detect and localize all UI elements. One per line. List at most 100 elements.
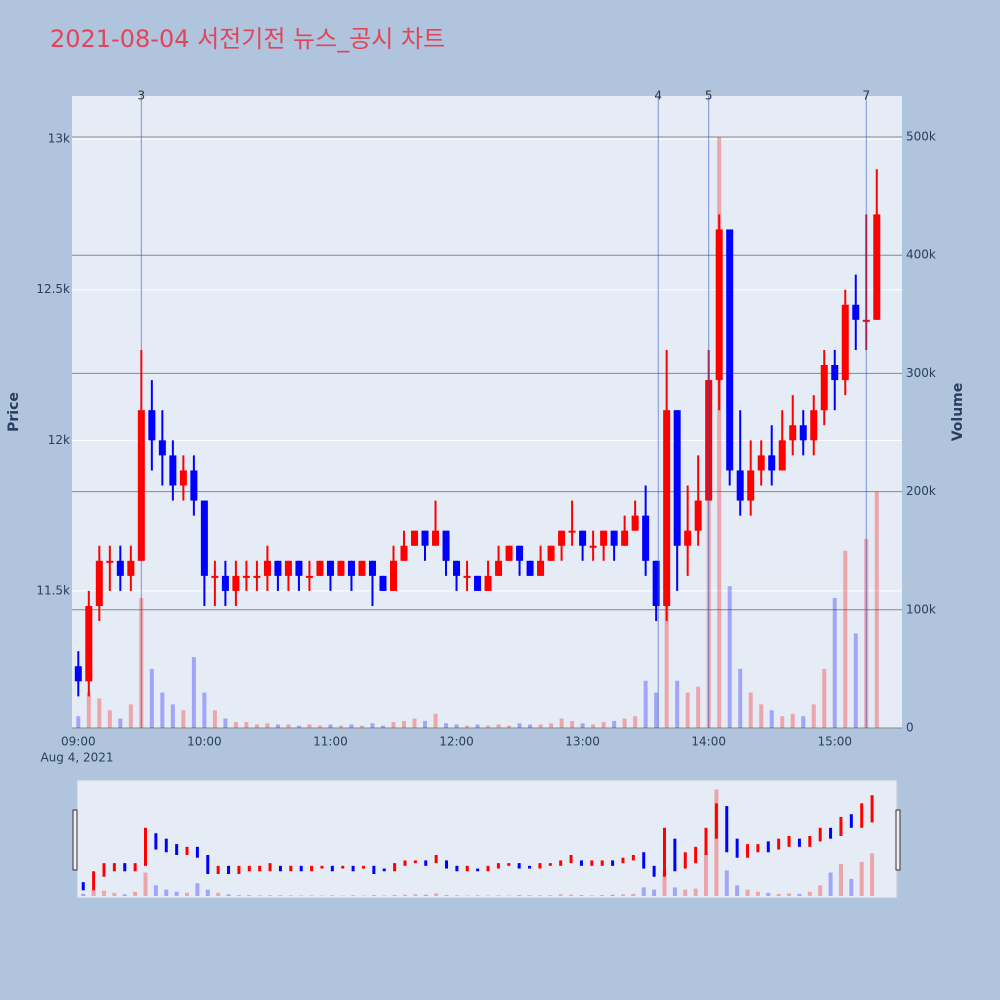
slider-volume-bar	[787, 893, 792, 896]
candle-body	[568, 530, 576, 533]
candle-body	[158, 440, 166, 456]
candle-body	[589, 545, 597, 548]
slider-handle[interactable]	[895, 809, 901, 871]
volume-bar	[423, 720, 428, 728]
candle-body	[263, 560, 271, 576]
volume-bar	[181, 710, 186, 728]
slider-volume-bar	[818, 885, 823, 896]
y-tick-label: 12.5k	[36, 282, 70, 296]
y2-axis-title: Volume	[950, 383, 966, 442]
candle-body	[537, 560, 545, 576]
slider-handle[interactable]	[72, 809, 78, 871]
volume-bar	[86, 692, 91, 728]
slider-volume-bar	[434, 893, 439, 896]
volume-bar	[811, 704, 816, 728]
candle-body	[95, 560, 103, 606]
volume-bar	[559, 718, 564, 728]
slider-volume-bar	[704, 853, 709, 896]
slider-volume-bar	[475, 895, 480, 896]
slider-volume-bar	[776, 893, 781, 896]
candle-body	[411, 530, 419, 546]
candle-body	[579, 530, 587, 546]
news-label: 3	[138, 89, 146, 103]
candle-body	[505, 545, 513, 561]
slider-volume-bar	[807, 891, 812, 896]
volume-bar	[486, 725, 491, 728]
candle-body	[684, 530, 692, 546]
slider-volume-bar	[838, 864, 843, 896]
volume-bar	[738, 668, 743, 728]
slider-volume-bar	[496, 895, 501, 896]
volume-bar	[517, 723, 522, 728]
candle-body	[284, 560, 292, 576]
slider-volume-bar	[600, 894, 605, 896]
slider-volume-bar	[351, 895, 356, 896]
volume-bar	[433, 713, 438, 728]
volume-bar	[307, 724, 312, 728]
candle-body	[463, 575, 471, 578]
candle-body	[316, 560, 324, 576]
volume-bar	[570, 720, 575, 728]
slider-volume-bar	[403, 894, 407, 896]
candle-body	[106, 560, 114, 563]
slider-volume-bar	[517, 895, 522, 896]
slider-volume-bar	[672, 887, 677, 896]
volume-bar	[843, 550, 848, 728]
volume-bar	[338, 725, 343, 728]
x-tick-label: 15:00	[817, 735, 852, 749]
candle-body	[337, 560, 345, 576]
slider-volume-bar	[101, 890, 106, 896]
candle-body	[179, 470, 187, 486]
volume-bar	[149, 668, 154, 728]
volume-bar	[696, 686, 701, 728]
candle-body	[841, 304, 849, 381]
volume-bar	[191, 657, 196, 728]
slider-volume-bar	[257, 895, 262, 896]
volume-bar	[223, 718, 228, 728]
slider-volume-bar	[413, 894, 418, 896]
volume-bar	[822, 668, 827, 728]
slider-volume-bar	[620, 894, 625, 896]
slider-volume-bar	[164, 889, 169, 896]
slider-volume-bar	[454, 895, 459, 896]
slider-volume-bar	[714, 789, 719, 896]
candle-body	[295, 560, 303, 576]
slider-volume-bar	[371, 895, 376, 896]
volume-bar	[402, 720, 406, 728]
volume-bar	[212, 710, 217, 728]
candle-body	[432, 530, 440, 546]
candle-body	[116, 560, 124, 576]
volume-bar	[717, 137, 722, 728]
slider-volume-bar	[288, 895, 293, 896]
slider-volume-bar	[153, 885, 158, 896]
slider-volume-bar	[766, 892, 771, 896]
volume-bar	[507, 725, 512, 728]
x-date-label: Aug 4, 2021	[40, 751, 113, 765]
plot-area	[72, 96, 902, 728]
slider-volume-bar	[527, 895, 532, 896]
y-tick-label: 13k	[48, 132, 70, 146]
volume-bar	[496, 724, 501, 728]
slider-volume-bar	[185, 892, 190, 896]
range-slider[interactable]	[76, 779, 898, 899]
candle-body	[242, 575, 250, 578]
slider-volume-bar	[392, 894, 397, 896]
volume-bar	[328, 724, 333, 728]
slider-volume-bar	[859, 861, 864, 896]
volume-bar	[254, 724, 259, 728]
volume-bar	[465, 725, 470, 728]
slider-volume-bar	[589, 895, 594, 896]
candle-body	[768, 455, 776, 471]
x-tick-label: 12:00	[439, 735, 474, 749]
candle-body	[831, 365, 839, 381]
volume-bar	[391, 722, 396, 728]
candle-body	[148, 410, 156, 441]
volume-bar	[780, 716, 785, 728]
volume-bar	[265, 723, 270, 728]
news-label: 7	[862, 89, 870, 103]
volume-bar	[549, 723, 554, 728]
volume-bar	[622, 718, 627, 728]
slider-volume-bar	[278, 895, 283, 896]
y2-tick-label: 100k	[906, 602, 936, 616]
